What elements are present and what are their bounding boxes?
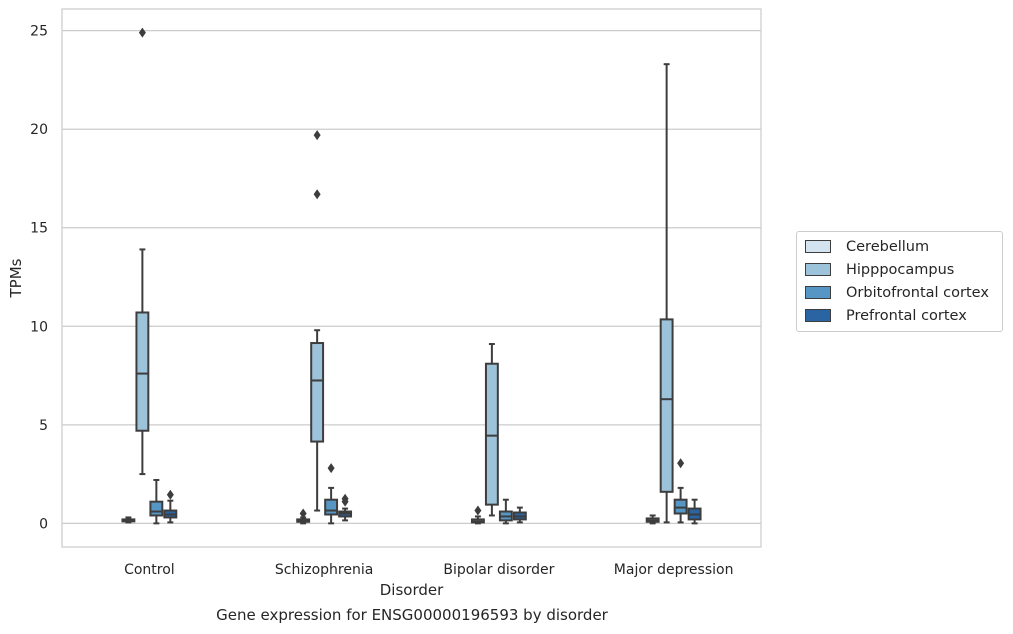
x-tick-label: Schizophrenia [275,562,373,578]
legend-swatch [805,309,831,322]
y-axis-ticks: 0 5 10 15 20 25 [30,24,48,533]
box-hipppocampus [310,130,325,512]
box-hipppocampus [659,63,674,524]
outlier-point [677,458,685,469]
outlier-point [313,189,321,200]
outlier-point [327,463,335,474]
box-cerebellum [121,516,136,524]
outlier-point [299,508,307,519]
legend-item: Orbitofrontal cortex [797,281,1002,304]
outlier-point [341,493,349,504]
box-cerebellum [645,514,660,525]
legend-item: Hipppocampus [797,258,1002,281]
x-axis-label: Disorder [380,581,444,599]
y-tick-label: 10 [30,319,48,335]
legend-item: Prefrontal cortex [797,304,1002,327]
y-axis-label: TPMs [7,258,25,298]
box-prefrontal-cortex [338,493,353,522]
y-tick-label: 15 [30,221,48,237]
box-orbitofrontal-cortex [324,463,339,525]
legend-label: Prefrontal cortex [846,307,967,324]
legend-item: Cerebellum [797,235,1002,258]
y-tick-label: 25 [30,24,48,40]
legend-swatch [805,263,831,276]
x-axis-ticks: Control Schizophrenia Bipolar disorder Majo… [124,562,733,578]
outlier-point [474,505,482,516]
chart-caption: Gene expression for ENSG00000196593 by d… [216,606,608,624]
legend-swatch [805,286,831,299]
legend: Cerebellum Hipppocampus Orbitofrontal cort… [796,231,1003,332]
y-tick-label: 20 [30,122,48,138]
box-cerebellum [470,505,485,525]
boxes [121,27,702,525]
x-tick-label: Major depression [614,562,734,578]
y-tick-label: 5 [39,418,48,434]
outlier-point [313,130,321,141]
grid-lines [62,30,761,524]
outlier-point [138,27,146,38]
box-orbitofrontal-cortex [673,458,688,524]
legend-swatch [805,240,831,253]
outlier-point [166,489,174,500]
x-tick-label: Control [124,562,175,578]
plot-area-frame [61,8,762,548]
box-iqr [135,311,150,432]
box-orbitofrontal-cortex [149,478,164,525]
box-hipppocampus [484,343,499,517]
box-cerebellum [296,508,311,525]
y-tick-label: 0 [39,516,48,532]
box-iqr [659,318,674,493]
box-iqr [310,342,325,443]
box-iqr [324,498,339,516]
legend-label: Orbitofrontal cortex [846,284,989,301]
x-tick-label: Bipolar disorder [443,562,554,578]
box-iqr [149,500,164,517]
box-hipppocampus [135,27,150,476]
box-iqr [484,362,499,506]
box-prefrontal-cortex [687,498,702,525]
legend-label: Hipppocampus [846,261,955,278]
box-orbitofrontal-cortex [498,498,513,525]
box-prefrontal-cortex [163,489,178,524]
legend-label: Cerebellum [846,238,930,255]
box-prefrontal-cortex [512,506,527,524]
